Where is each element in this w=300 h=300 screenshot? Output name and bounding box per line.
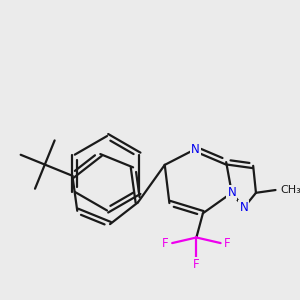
Text: N: N	[239, 201, 248, 214]
Text: N: N	[227, 186, 236, 199]
Text: CH₃: CH₃	[280, 185, 300, 195]
Text: F: F	[193, 258, 200, 271]
Text: N: N	[191, 142, 200, 156]
Text: F: F	[162, 237, 169, 250]
Text: F: F	[224, 237, 231, 250]
